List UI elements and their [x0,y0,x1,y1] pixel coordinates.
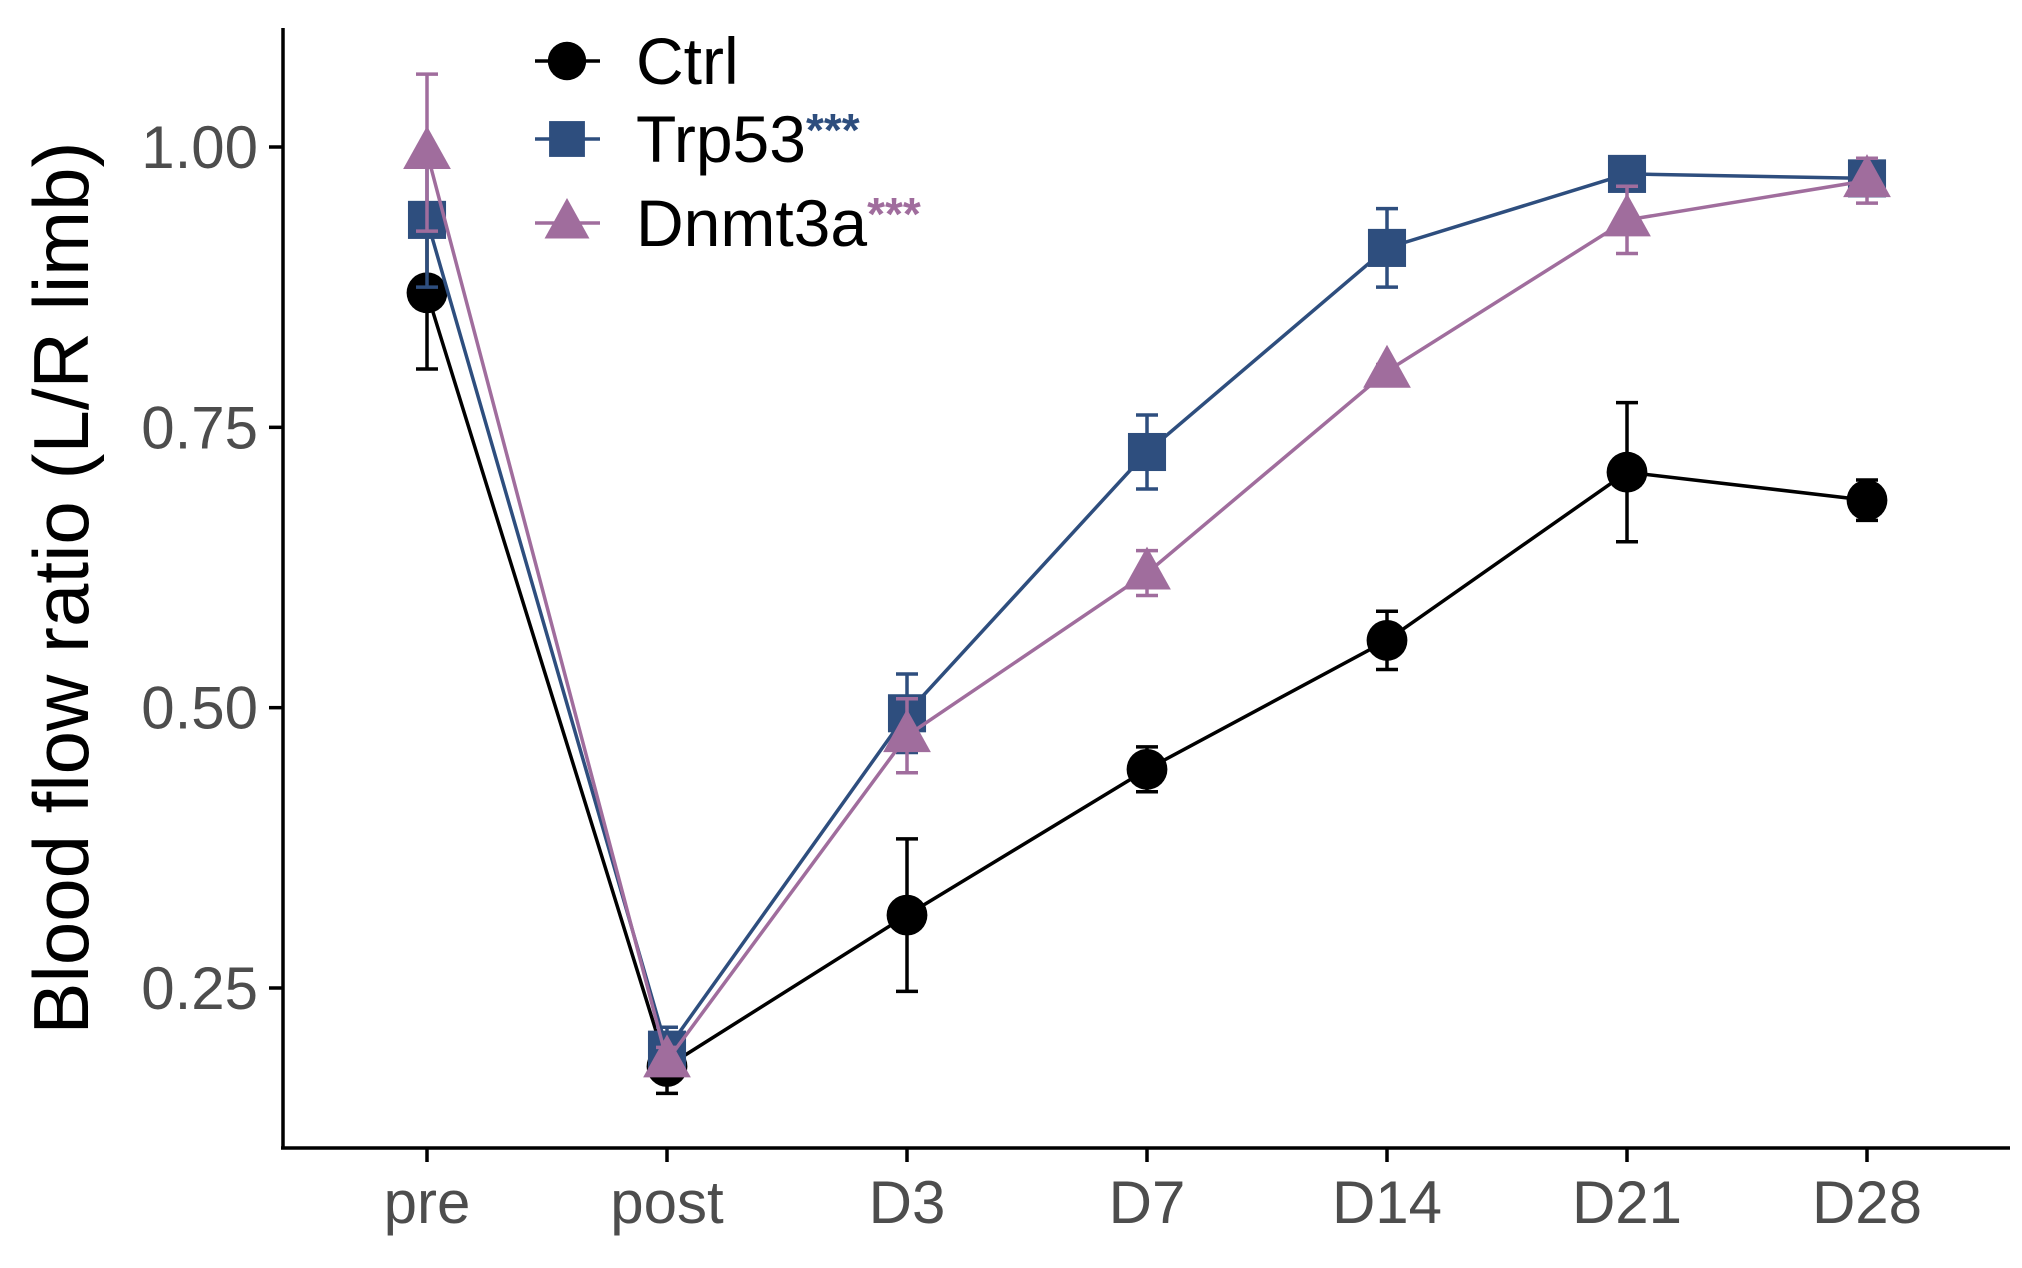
x-tick-label-D21: D21 [1572,1169,1682,1236]
legend-marker [547,41,587,81]
series-trp53 [407,150,1887,1074]
x-tick-label-D28: D28 [1812,1169,1922,1236]
x-tick-label-D3: D3 [869,1169,946,1236]
y-axis-title: Blood flow ratio (L/R limb) [17,142,105,1035]
legend-item-trp53: Trp53*** [535,102,860,176]
point-dnmt3a-D14 [1363,344,1411,388]
legend-label-trp53: Trp53*** [636,102,860,176]
point-dnmt3a-D21 [1603,193,1651,237]
y-tick-label-0.25: 0.25 [141,955,258,1022]
significance-stars: *** [806,104,860,156]
point-trp53-D7 [1127,432,1167,472]
line-dnmt3a [425,152,1868,1065]
legend-item-ctrl: Ctrl [535,24,739,98]
point-dnmt3a-D7 [1123,546,1171,590]
plot-marks [403,72,1891,1096]
x-tick-label-D14: D14 [1332,1169,1442,1236]
point-dnmt3a-pre [403,126,451,170]
y-tick-label-1.00: 1.00 [141,114,258,181]
point-dnmt3a-D28 [1843,154,1891,198]
point-trp53-D14 [1367,228,1407,267]
point-ctrl-D3 [886,894,928,936]
y-tick-label-0.75: 0.75 [141,394,258,461]
point-ctrl-D21 [1606,451,1648,493]
series-ctrl [406,214,1888,1096]
legend-label-ctrl: Ctrl [636,24,739,98]
y-tick-label-0.50: 0.50 [141,675,258,742]
point-ctrl-pre [406,272,448,314]
point-dnmt3a-D3 [883,709,931,753]
legend-marker [544,198,590,239]
line-ctrl [425,292,1868,1070]
x-ticks: pre post D3 D7 D14 D21 D28 [384,1148,1922,1236]
significance-stars: *** [867,188,921,240]
series-dnmt3a [403,72,1891,1078]
legend-item-dnmt3a: Dnmt3a*** [535,186,921,260]
x-tick-label-pre: pre [384,1169,471,1236]
x-tick-label-D7: D7 [1109,1169,1186,1236]
point-ctrl-D28 [1846,479,1888,521]
point-ctrl-D14 [1366,619,1408,661]
line-trp53 [425,172,1868,1054]
y-ticks: 0.25 0.50 0.75 1.00 [141,114,283,1022]
point-dnmt3a-post [643,1034,691,1078]
legend-label-dnmt3a: Dnmt3a*** [636,186,921,260]
legend-marker [549,121,585,157]
x-tick-label-post: post [610,1169,724,1236]
point-ctrl-D7 [1126,748,1168,790]
